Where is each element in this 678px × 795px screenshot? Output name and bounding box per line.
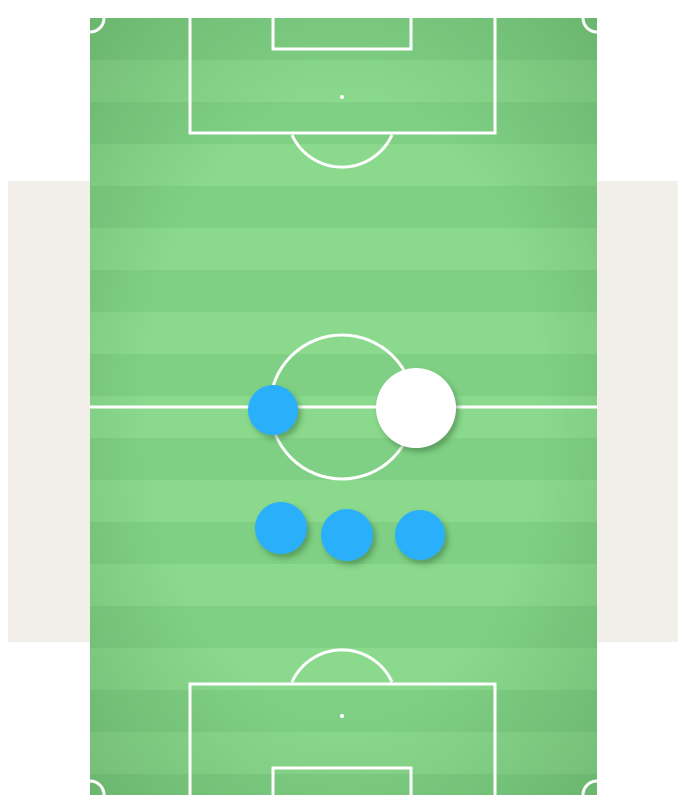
penalty-spot — [340, 714, 344, 718]
lines — [89, 8, 598, 795]
bottom-penalty-box — [188, 682, 497, 795]
player[interactable] — [321, 509, 373, 561]
corner-arc — [581, 779, 598, 795]
player[interactable] — [395, 510, 445, 560]
corner-arc — [89, 17, 106, 34]
top-penalty-arc — [290, 134, 394, 169]
selected-player[interactable] — [376, 368, 456, 448]
players — [248, 368, 456, 561]
player[interactable] — [255, 502, 307, 554]
bottom-goal-area — [271, 766, 413, 795]
penalty-spot — [340, 95, 344, 99]
player[interactable] — [248, 385, 298, 435]
corner-arc — [89, 779, 106, 795]
top-goal-area — [271, 8, 413, 51]
corner-arc — [581, 17, 598, 34]
top-penalty-box — [188, 8, 497, 135]
bottom-penalty-arc — [290, 648, 394, 683]
